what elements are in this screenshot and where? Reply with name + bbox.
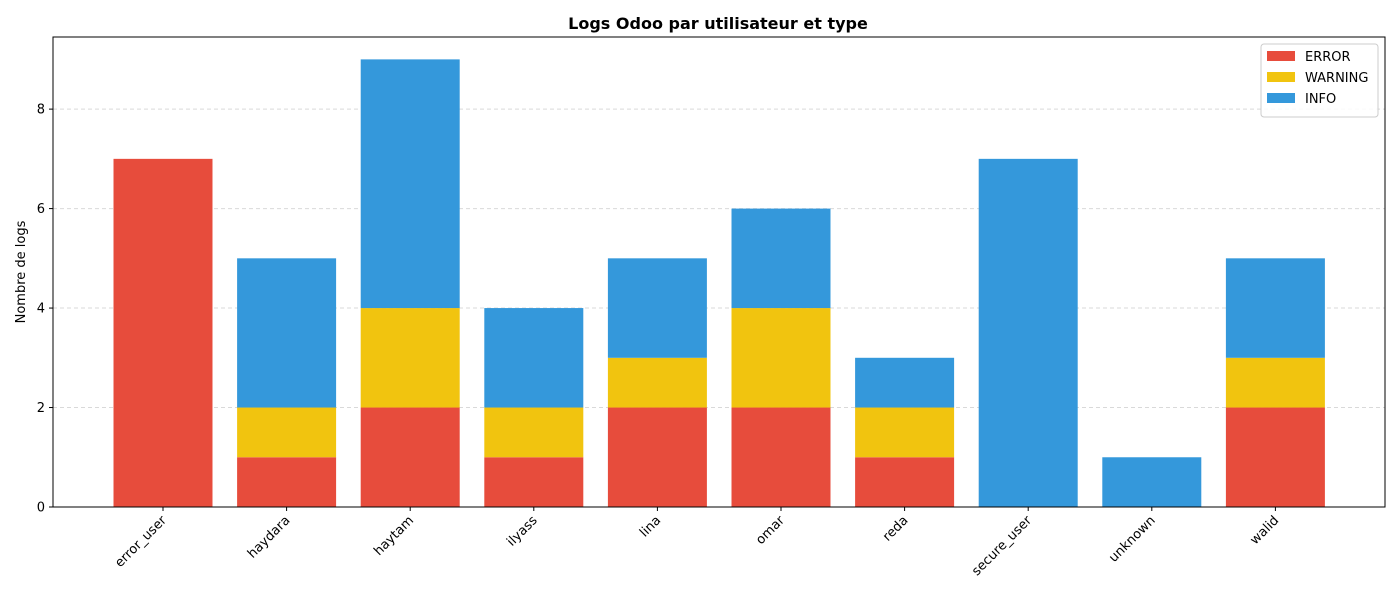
bar-info-haydara: [237, 258, 337, 408]
bar-info-lina: [607, 258, 707, 358]
legend-swatch-error: [1267, 51, 1295, 61]
x-tick-label: unknown: [1106, 513, 1158, 565]
legend-label-info: INFO: [1305, 92, 1336, 107]
legend-swatch-info: [1267, 93, 1295, 103]
plot-frame: [52, 36, 1386, 508]
y-tick-label: 6: [37, 202, 45, 217]
x-tick-label: error_user: [112, 513, 170, 571]
bar-error-ilyass: [484, 457, 584, 507]
bar-error-error_user: [113, 158, 213, 507]
y-tick-label: 8: [37, 103, 45, 118]
bar-info-walid: [1225, 258, 1325, 358]
x-tick-label: reda: [880, 513, 911, 544]
bar-warning-reda: [855, 407, 955, 458]
bar-error-haydara: [237, 457, 337, 507]
bars-group: [113, 59, 1325, 507]
bar-info-reda: [855, 357, 955, 408]
y-tick-label: 0: [37, 501, 45, 516]
y-tick-label: 4: [37, 302, 45, 317]
x-axis: error_user haydara haytam ilyass lina omar red…: [112, 507, 1282, 579]
x-tick-label: secure_user: [969, 513, 1035, 579]
bar-error-omar: [731, 407, 831, 507]
bar-warning-haytam: [360, 308, 460, 408]
x-tick-label: haydara: [245, 513, 293, 561]
y-axis: 0 2 4 6 8: [37, 103, 53, 516]
y-axis-label: Nombre de logs: [14, 220, 29, 323]
x-tick-label: lina: [637, 513, 664, 540]
x-tick-label: omar: [753, 513, 788, 548]
legend-label-warning: WARNING: [1305, 71, 1368, 86]
bar-warning-lina: [607, 357, 707, 408]
legend-swatch-warning: [1267, 72, 1295, 82]
legend-label-error: ERROR: [1305, 50, 1351, 65]
bar-error-reda: [855, 457, 955, 507]
bar-info-ilyass: [484, 308, 584, 408]
bar-warning-omar: [731, 308, 831, 408]
bar-info-haytam: [360, 59, 460, 309]
bar-info-omar: [731, 208, 831, 309]
bar-warning-walid: [1225, 357, 1325, 408]
bar-warning-haydara: [237, 407, 337, 458]
bar-error-walid: [1225, 407, 1325, 507]
grid-lines: [53, 108, 1385, 409]
x-tick-label: ilyass: [504, 513, 541, 550]
bar-error-lina: [607, 407, 707, 507]
bar-error-haytam: [360, 407, 460, 507]
bar-info-unknown: [1102, 457, 1202, 507]
y-tick-label: 2: [37, 401, 45, 416]
x-tick-label: haytam: [371, 513, 417, 559]
chart-title: Logs Odoo par utilisateur et type: [568, 14, 868, 33]
x-tick-label: walid: [1248, 513, 1283, 548]
legend: ERROR WARNING INFO: [1260, 43, 1379, 118]
bar-warning-ilyass: [484, 407, 584, 458]
bar-info-secure_user: [978, 158, 1078, 507]
